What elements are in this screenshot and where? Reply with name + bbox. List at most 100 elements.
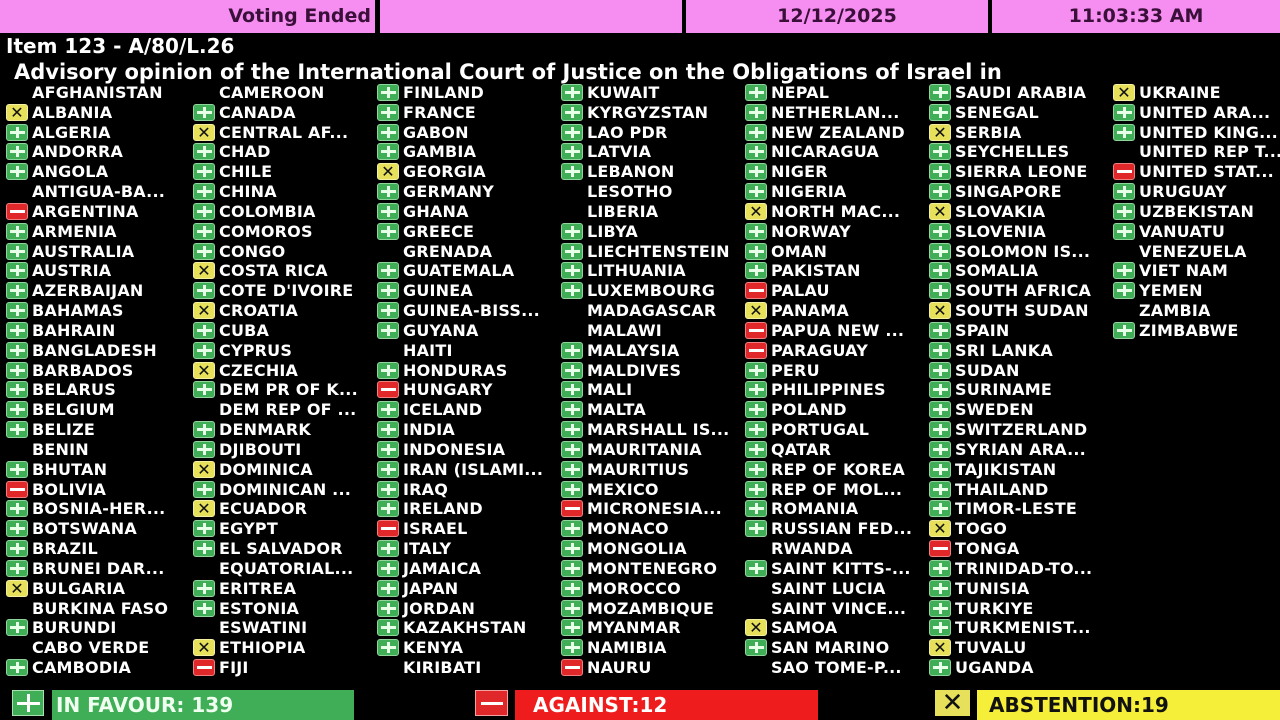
plus-icon [929,381,951,399]
country-name: LEBANON [587,162,675,182]
country-row: GEORGIA [377,162,486,181]
country-row: SUDAN [929,361,1020,380]
country-name: UNITED ARA... [1139,102,1271,122]
plus-icon [745,401,767,419]
country-name: BAHRAIN [32,320,116,340]
country-row: CHAD [193,142,271,161]
country-name: NEPAL [771,83,830,102]
country-name: BOTSWANA [32,519,137,539]
country-name: URUGUAY [1139,182,1227,202]
country-row: SPAIN [929,321,1010,340]
country-row: DOMINICA [193,460,313,479]
plus-icon [377,202,399,220]
country-row: KAZAKHSTAN [377,618,527,637]
against-total: AGAINST:12 [515,690,818,720]
country-row: LAO PDR [561,123,667,142]
country-name: SOLOMON IS... [955,241,1091,261]
plus-icon [561,520,583,538]
plus-icon [929,361,951,379]
minus-icon [745,341,767,359]
country-name: JORDAN [403,598,476,618]
country-row: OMAN [745,242,827,261]
country-row: MALAWI [561,321,662,340]
country-name: ERITREA [219,578,297,598]
plus-icon [377,480,399,498]
country-row: BOTSWANA [6,519,137,538]
plus-icon [1113,222,1135,240]
country-row: SAINT VINCE... [745,599,906,618]
country-name: NICARAGUA [771,142,879,162]
country-name: SAINT VINCE... [771,598,907,618]
country-row: DJIBOUTI [193,440,301,459]
country-row: SOUTH SUDAN [929,301,1089,320]
country-name: BELIZE [32,420,96,440]
country-row: VENEZUELA [1113,242,1247,261]
country-row: CANADA [193,103,296,122]
no-vote-icon [6,600,28,617]
country-name: ARMENIA [32,221,117,241]
country-name: TIMOR-LESTE [955,499,1078,519]
country-row: JAMAICA [377,559,481,578]
country-name: GEORGIA [403,162,486,182]
country-row: UKRAINE [1113,83,1221,102]
no-vote-icon [193,84,215,101]
country-row: NIGERIA [745,182,846,201]
plus-icon [929,579,951,597]
country-row: SAN MARINO [745,638,889,657]
country-row: MICRONESIA... [561,499,722,518]
country-row: FRANCE [377,103,476,122]
plus-icon [929,103,951,121]
vote-date: 12/12/2025 [686,0,988,33]
country-row: UZBEKISTAN [1113,202,1254,221]
country-name: CANADA [219,102,296,122]
country-row: CHILE [193,162,272,181]
country-row: IRAQ [377,480,448,499]
plus-icon [193,579,215,597]
country-name: VIET NAM [1139,261,1229,281]
country-name: MALAWI [587,320,662,340]
country-name: CHAD [219,142,271,162]
x-icon [377,163,399,181]
plus-icon [745,381,767,399]
country-row: RWANDA [745,539,853,558]
plus-icon [193,202,215,220]
country-name: NORTH MAC... [771,201,901,221]
country-name: CONGO [219,241,286,261]
minus-icon [745,321,767,339]
x-icon [193,460,215,478]
country-name: BANGLADESH [32,340,157,360]
plus-icon [929,401,951,419]
plus-icon [929,321,951,339]
country-name: NAURU [587,658,652,678]
country-row: NAURU [561,658,652,677]
country-row: COSTA RICA [193,261,328,280]
country-name: SAO TOME-P... [771,658,902,678]
country-name: JAMAICA [403,558,482,578]
plus-icon [6,143,28,161]
country-row: REP OF MOL... [745,480,902,499]
country-row: ARGENTINA [6,202,139,221]
country-name: DEM PR OF K... [219,380,358,400]
country-row: GREECE [377,222,474,241]
country-name: ALGERIA [32,122,111,142]
country-row: ANTIGUA-BA... [6,182,165,201]
country-row: MONGOLIA [561,539,687,558]
plus-icon [561,143,583,161]
country-row: CROATIA [193,301,298,320]
plus-icon [561,460,583,478]
country-row: SRI LANKA [929,341,1053,360]
country-row: ROMANIA [745,499,858,518]
country-row: BELIZE [6,420,95,439]
country-name: BOSNIA-HER... [32,499,166,519]
country-row: DOMINICAN ... [193,480,351,499]
country-name: FRANCE [403,102,476,122]
country-name: IRAQ [403,479,449,499]
plus-icon [929,421,951,439]
country-row: BURUNDI [6,618,117,637]
country-row: PARAGUAY [745,341,868,360]
country-name: MOROCCO [587,578,681,598]
plus-icon [6,262,28,280]
plus-icon [377,143,399,161]
country-name: TURKMENIST... [955,618,1091,638]
plus-icon [6,500,28,518]
